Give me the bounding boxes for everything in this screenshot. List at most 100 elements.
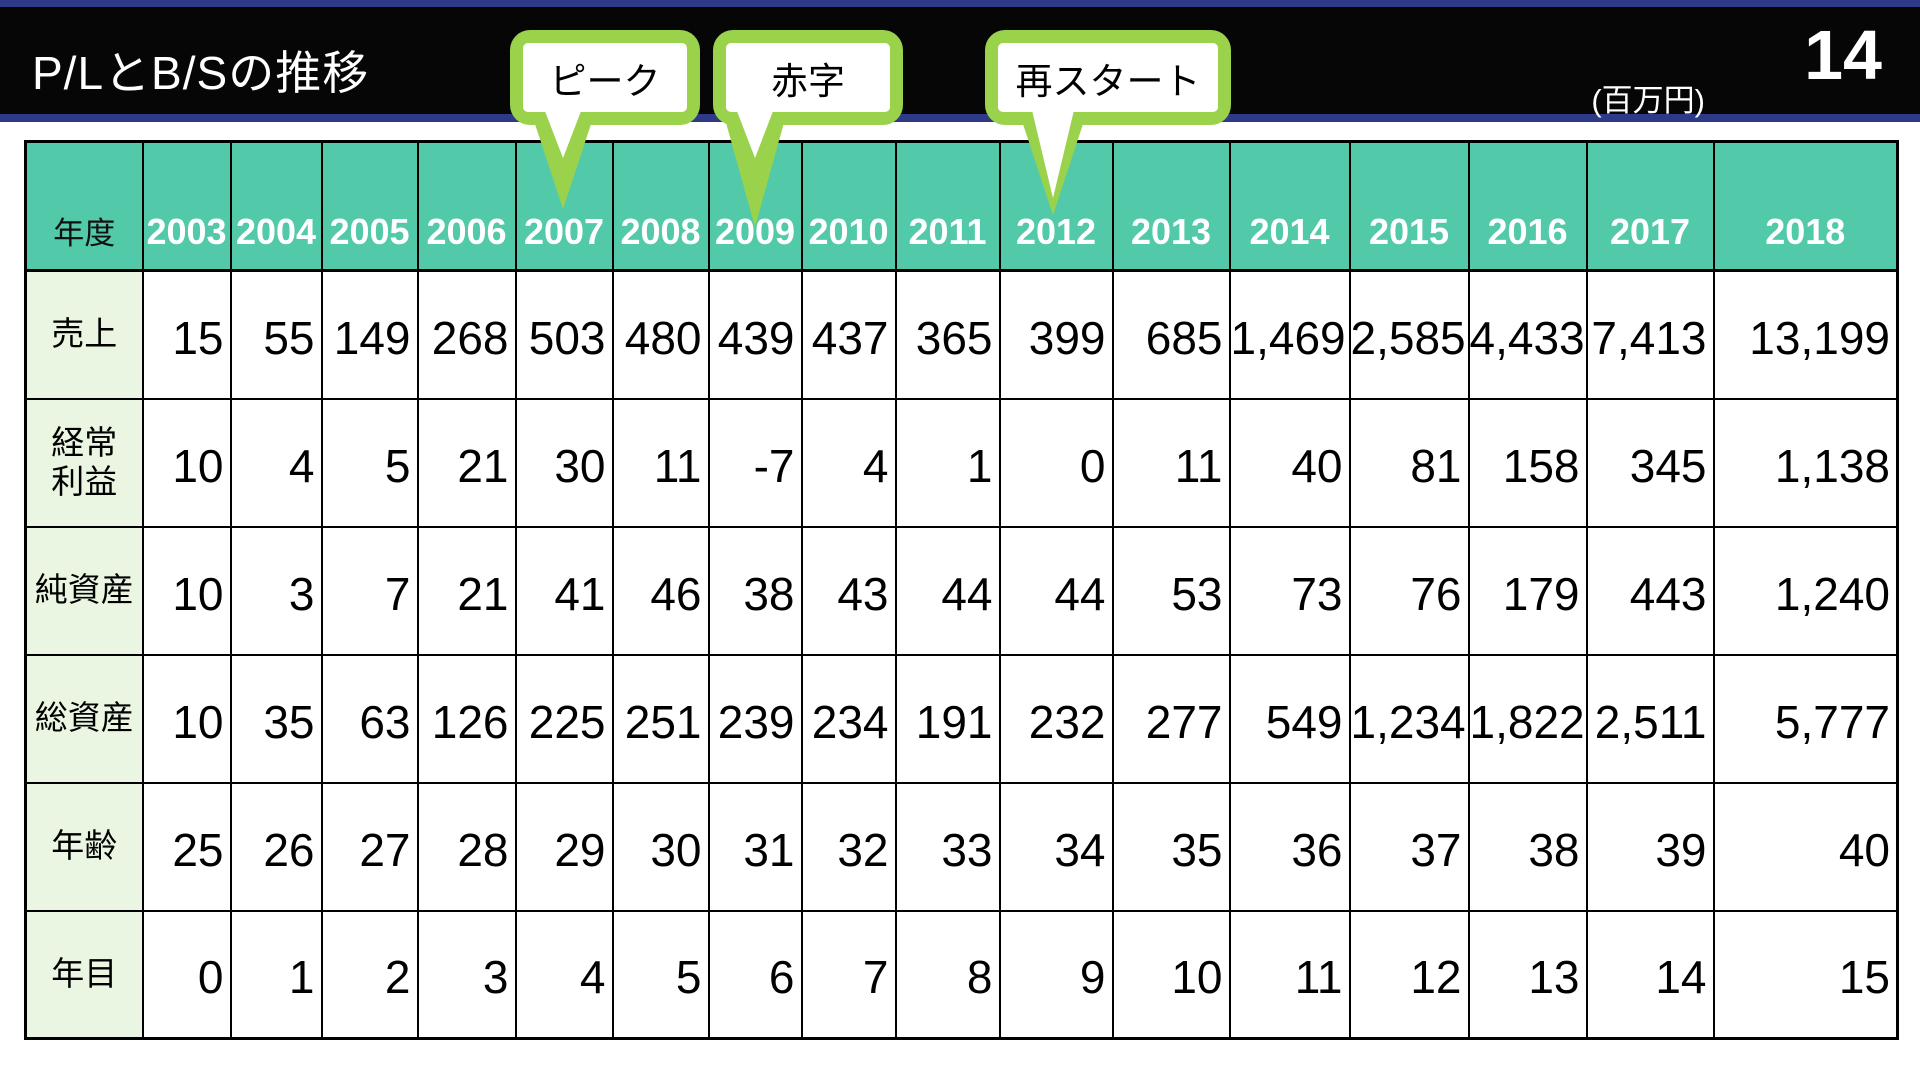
value-cell-2008-row1: 11 [611, 397, 710, 528]
value-cell-2010-row1: 4 [800, 397, 897, 528]
value-cell-2012-row2: 44 [998, 525, 1114, 656]
callout-deficit-label: 赤字 [726, 43, 890, 112]
value-cell-2004-row0: 55 [229, 269, 323, 400]
value-cell-2003-row4: 25 [141, 781, 232, 912]
value-cell-2015-row0: 2,585 [1348, 269, 1470, 400]
value-cell-2010-row5: 7 [800, 909, 897, 1040]
value-cell-2007-row3: 225 [514, 653, 614, 784]
table-row-4: 年齢 25 26 27 28 29 30 31 32 33 34 35 36 37 38 39 40 [24, 781, 1899, 912]
value-cell-2006-row4: 28 [416, 781, 517, 912]
value-cell-2017-row4: 39 [1585, 781, 1715, 912]
value-cell-2009-row4: 31 [707, 781, 803, 912]
value-cell-2012-row5: 9 [998, 909, 1114, 1040]
value-cell-2016-row2: 179 [1467, 525, 1588, 656]
value-cell-2011-row4: 33 [894, 781, 1001, 912]
year-header-2016: 2016 [1467, 140, 1588, 272]
year-header-2017: 2017 [1585, 140, 1715, 272]
callout-deficit: 赤字 [713, 30, 903, 125]
value-cell-2005-row1: 5 [320, 397, 419, 528]
value-cell-2009-row5: 6 [707, 909, 803, 1040]
title-bar: P/LとB/Sの推移 (百万円) 14 [0, 7, 1920, 122]
value-cell-2017-row0: 7,413 [1585, 269, 1715, 400]
value-cell-2010-row3: 234 [800, 653, 897, 784]
year-header-2005: 2005 [320, 140, 419, 272]
value-cell-2013-row5: 10 [1111, 909, 1231, 1040]
value-cell-2017-row3: 2,511 [1585, 653, 1715, 784]
year-header-2006: 2006 [416, 140, 517, 272]
value-cell-2012-row1: 0 [998, 397, 1114, 528]
year-header-2015: 2015 [1348, 140, 1470, 272]
value-cell-2008-row3: 251 [611, 653, 710, 784]
value-cell-2003-row0: 15 [141, 269, 232, 400]
value-cell-2007-row5: 4 [514, 909, 614, 1040]
value-cell-2012-row3: 232 [998, 653, 1114, 784]
value-cell-2013-row2: 53 [1111, 525, 1231, 656]
value-cell-2004-row5: 1 [229, 909, 323, 1040]
value-cell-2014-row0: 1,469 [1228, 269, 1351, 400]
value-cell-2009-row3: 239 [707, 653, 803, 784]
value-cell-2015-row3: 1,234 [1348, 653, 1470, 784]
value-cell-2016-row0: 4,433 [1467, 269, 1588, 400]
value-cell-2006-row5: 3 [416, 909, 517, 1040]
callout-restart: 再スタート [985, 30, 1231, 125]
value-cell-2007-row4: 29 [514, 781, 614, 912]
value-cell-2004-row3: 35 [229, 653, 323, 784]
value-cell-2005-row2: 7 [320, 525, 419, 656]
year-header-2008: 2008 [611, 140, 710, 272]
value-cell-2005-row4: 27 [320, 781, 419, 912]
callout-peak: ピーク [510, 30, 700, 125]
row-label-2: 純資産 [24, 525, 144, 656]
row-label-3: 総資産 [24, 653, 144, 784]
value-cell-2013-row4: 35 [1111, 781, 1231, 912]
value-cell-2003-row1: 10 [141, 397, 232, 528]
value-cell-2004-row4: 26 [229, 781, 323, 912]
value-cell-2011-row3: 191 [894, 653, 1001, 784]
value-cell-2007-row2: 41 [514, 525, 614, 656]
value-cell-2011-row0: 365 [894, 269, 1001, 400]
value-cell-2003-row2: 10 [141, 525, 232, 656]
value-cell-2008-row4: 30 [611, 781, 710, 912]
value-cell-2005-row0: 149 [320, 269, 419, 400]
table-row-5: 年目 0 1 2 3 4 5 6 7 8 9 10 11 12 13 14 15 [24, 909, 1899, 1040]
page-number: 14 [1804, 16, 1882, 94]
value-cell-2006-row1: 21 [416, 397, 517, 528]
value-cell-2005-row5: 2 [320, 909, 419, 1040]
year-header-2010: 2010 [800, 140, 897, 272]
value-cell-2008-row0: 480 [611, 269, 710, 400]
value-cell-2018-row0: 13,199 [1712, 269, 1899, 400]
value-cell-2014-row4: 36 [1228, 781, 1351, 912]
year-header-2011: 2011 [894, 140, 1001, 272]
value-cell-2014-row3: 549 [1228, 653, 1351, 784]
callout-peak-label: ピーク [523, 43, 687, 112]
table-row-2: 純資産 10 3 7 21 41 46 38 43 44 44 53 73 76 179 443 1,240 [24, 525, 1899, 656]
value-cell-2008-row5: 5 [611, 909, 710, 1040]
value-cell-2013-row0: 685 [1111, 269, 1231, 400]
value-cell-2004-row1: 4 [229, 397, 323, 528]
year-header-2013: 2013 [1111, 140, 1231, 272]
value-cell-2015-row5: 12 [1348, 909, 1470, 1040]
year-header-2018: 2018 [1712, 140, 1899, 272]
value-cell-2014-row1: 40 [1228, 397, 1351, 528]
value-cell-2013-row3: 277 [1111, 653, 1231, 784]
value-cell-2007-row1: 30 [514, 397, 614, 528]
corner-year-label: 年度 [24, 140, 144, 272]
value-cell-2016-row5: 13 [1467, 909, 1588, 1040]
year-header-2014: 2014 [1228, 140, 1351, 272]
value-cell-2009-row2: 38 [707, 525, 803, 656]
value-cell-2012-row0: 399 [998, 269, 1114, 400]
row-label-5: 年目 [24, 909, 144, 1040]
value-cell-2006-row0: 268 [416, 269, 517, 400]
value-cell-2014-row2: 73 [1228, 525, 1351, 656]
value-cell-2015-row2: 76 [1348, 525, 1470, 656]
table-wrapper: 年度 2003 2004 2005 2006 2007 2008 2009 2010 2011 2… [24, 140, 1899, 1040]
value-cell-2011-row1: 1 [894, 397, 1001, 528]
value-cell-2018-row4: 40 [1712, 781, 1899, 912]
table-row-0: 売上 15 55 149 268 503 480 439 437 365 399 685 1,469 2,… [24, 269, 1899, 400]
top-border-line [0, 0, 1920, 7]
value-cell-2010-row2: 43 [800, 525, 897, 656]
value-cell-2004-row2: 3 [229, 525, 323, 656]
row-label-4: 年齢 [24, 781, 144, 912]
value-cell-2016-row4: 38 [1467, 781, 1588, 912]
year-header-2012: 2012 [998, 140, 1114, 272]
